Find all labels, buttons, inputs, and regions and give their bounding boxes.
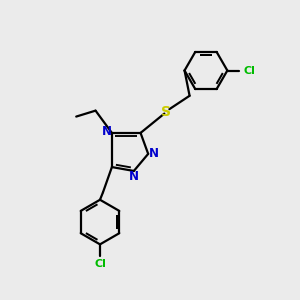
Text: N: N [148, 147, 158, 161]
Text: Cl: Cl [94, 259, 106, 269]
Text: N: N [101, 125, 112, 138]
Text: S: S [161, 105, 171, 119]
Text: N: N [129, 170, 139, 183]
Text: Cl: Cl [244, 65, 256, 76]
